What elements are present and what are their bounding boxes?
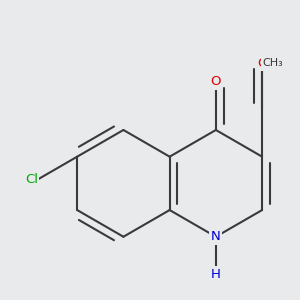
Text: O: O [211, 75, 221, 88]
Text: CH₃: CH₃ [262, 58, 283, 68]
Text: O: O [257, 57, 267, 70]
Text: Cl: Cl [25, 173, 38, 186]
Text: N: N [211, 230, 221, 243]
Text: H: H [211, 268, 221, 281]
